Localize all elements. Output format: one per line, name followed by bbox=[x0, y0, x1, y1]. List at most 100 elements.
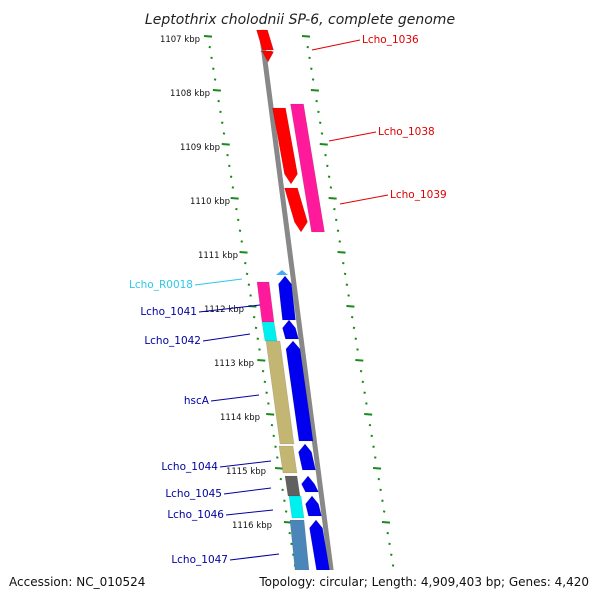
gene-hscA-left bbox=[265, 340, 295, 445]
gene-lcho-1036-arrow bbox=[260, 50, 274, 63]
kbp-label: 1115 kbp bbox=[226, 467, 266, 477]
ruler-tick-right bbox=[381, 499, 384, 502]
ruler-tick-right bbox=[315, 99, 318, 103]
ruler-tick-left bbox=[236, 218, 240, 222]
ruler-tick-right bbox=[374, 456, 377, 459]
gene-label: Lcho_1046 bbox=[167, 509, 224, 521]
ruler-tick-left bbox=[220, 121, 224, 124]
ruler-tick-right bbox=[352, 326, 356, 330]
gene-lcho-1038 bbox=[284, 187, 308, 233]
gene-label: Lcho_1045 bbox=[165, 488, 222, 500]
ruler-tick-right bbox=[364, 413, 373, 416]
gene-lcho-1044 bbox=[298, 443, 316, 471]
ruler-tick-right bbox=[355, 359, 364, 362]
gene-label-leader bbox=[225, 509, 274, 516]
gene-label: Lcho_1042 bbox=[144, 335, 201, 347]
gene-lcho-R0018-marker bbox=[276, 270, 288, 275]
ruler-tick-right bbox=[301, 35, 311, 38]
ruler-tick-left bbox=[263, 380, 267, 384]
gene-lcho-1045-left bbox=[284, 475, 301, 497]
ruler-tick-right bbox=[319, 143, 328, 146]
ruler-tick-right bbox=[318, 121, 322, 124]
ruler-tick-left bbox=[261, 369, 265, 373]
kbp-label: 1111 kbp bbox=[198, 251, 238, 261]
ruler-tick-left bbox=[244, 261, 247, 265]
ruler-tick-left bbox=[203, 35, 213, 38]
ruler-tick-left bbox=[213, 78, 217, 81]
gene-label-leader bbox=[219, 460, 272, 468]
ruler-tick-left bbox=[290, 542, 293, 546]
gene-label-leader bbox=[229, 553, 280, 561]
gene-lcho-1037 bbox=[272, 107, 298, 185]
ruler-tick-right bbox=[388, 542, 391, 546]
kbp-label: 1113 kbp bbox=[214, 359, 254, 369]
ruler-tick-left bbox=[276, 456, 279, 459]
ruler-tick-left bbox=[245, 272, 249, 276]
ruler-tick-right bbox=[372, 445, 375, 448]
genome-backbone bbox=[258, 29, 338, 600]
ruler-tick-left bbox=[222, 132, 226, 135]
ruler-tick-right bbox=[333, 207, 336, 211]
ruler-tick-left bbox=[288, 531, 292, 535]
ruler-tick-left bbox=[267, 402, 270, 405]
topology-text: Topology: circular; Length: 4,909,403 bp… bbox=[258, 575, 589, 589]
ruler-tick-left bbox=[249, 294, 252, 297]
ruler-tick-right bbox=[324, 153, 327, 157]
ruler-tick-left bbox=[221, 143, 230, 146]
ruler-tick-left bbox=[231, 186, 235, 189]
ruler-tick-right bbox=[359, 369, 363, 373]
gene-lcho-1045 bbox=[301, 475, 319, 493]
ruler-tick-left bbox=[270, 423, 274, 427]
ruler-tick-left bbox=[254, 326, 258, 330]
ruler-tick-right bbox=[327, 175, 331, 178]
gene-label-leader bbox=[328, 131, 377, 142]
ruler-tick-right bbox=[338, 240, 342, 243]
ruler-tick-right bbox=[334, 218, 338, 222]
gene-lcho-R0018 bbox=[261, 321, 278, 342]
gene-label-leader bbox=[223, 487, 272, 495]
gene-lcho-1046 bbox=[305, 495, 322, 517]
gene-labels: Lcho_1036 Lcho_1038 Lcho_1039 Lcho_R0018 Lch… bbox=[129, 34, 447, 566]
gene-label-leader bbox=[198, 304, 261, 313]
ruler-tick-right bbox=[379, 488, 382, 492]
kbp-label: 1112 kbp bbox=[204, 305, 244, 315]
kbp-label: 1116 kbp bbox=[232, 521, 272, 531]
gene-label-leader bbox=[339, 194, 389, 205]
ruler-tick-left bbox=[235, 207, 238, 211]
ruler-tick-right bbox=[337, 251, 346, 254]
ruler-tick-right bbox=[336, 229, 340, 232]
kbp-label: 1108 kbp bbox=[170, 89, 210, 99]
ruler-tick-left bbox=[252, 315, 256, 319]
ruler-tick-right bbox=[347, 294, 350, 297]
gene-label-leader bbox=[202, 333, 251, 342]
ruler-tick-right bbox=[377, 477, 381, 481]
ruler-tick-right bbox=[368, 423, 372, 427]
ruler-tick-left bbox=[266, 413, 275, 416]
ruler-tick-right bbox=[329, 186, 333, 189]
ruler-tick-left bbox=[258, 348, 261, 351]
ruler-tick-right bbox=[350, 315, 354, 319]
ruler-tick-left bbox=[284, 510, 288, 513]
ruler-tick-left bbox=[228, 164, 231, 168]
gene-label: Lcho_1039 bbox=[390, 189, 447, 201]
ruler-tick-left bbox=[265, 391, 268, 394]
ruler-tick-right bbox=[354, 337, 358, 340]
ruler-tick-left bbox=[283, 499, 286, 502]
kbp-label: 1109 kbp bbox=[180, 143, 220, 153]
ruler-tick-left bbox=[274, 445, 277, 448]
gene-lcho-1036 bbox=[256, 29, 274, 51]
ruler-tick-left bbox=[212, 89, 221, 92]
kbp-label: 1114 kbp bbox=[220, 413, 260, 423]
gene-label-leader bbox=[311, 39, 361, 51]
ruler-tick-left bbox=[256, 337, 260, 340]
gene-lcho-1039 bbox=[290, 103, 325, 233]
ruler-tick-right bbox=[356, 348, 359, 351]
ruler-tick-right bbox=[308, 56, 311, 60]
ruler-tick-left bbox=[229, 175, 233, 178]
kbp-label: 1110 kbp bbox=[190, 197, 230, 207]
ruler-tick-right bbox=[370, 434, 374, 438]
gene-label: Lcho_1036 bbox=[362, 34, 419, 46]
ruler-tick-left bbox=[226, 153, 229, 157]
ruler-tick-right bbox=[345, 283, 349, 286]
